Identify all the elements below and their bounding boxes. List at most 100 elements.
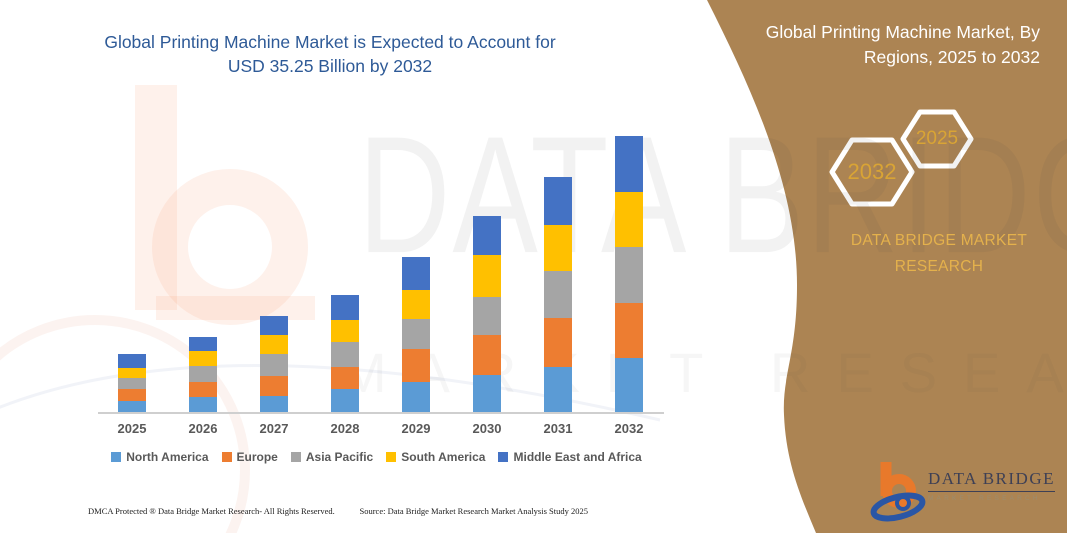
bar-2026: [189, 336, 217, 413]
bar-segment: [260, 376, 288, 396]
chart-legend: North America Europe Asia Pacific South Ame…: [78, 450, 675, 464]
legend-label: Europe: [236, 450, 278, 464]
bar-segment: [402, 289, 430, 319]
legend-swatch-icon: [290, 452, 301, 462]
legend-swatch-icon: [498, 452, 509, 462]
brown-panel-shape: [707, 0, 1067, 533]
hexagon-2025-outline: [900, 109, 974, 169]
bar-segment: [260, 354, 288, 377]
x-axis-label-2030: 2030: [472, 421, 502, 436]
legend-label: North America: [126, 450, 209, 464]
logo-text-block: DATA BRIDGE MARKET RESEARCH: [927, 469, 1055, 502]
bar-segment: [331, 295, 359, 320]
bar-segment: [615, 246, 643, 304]
bar-segment: [402, 382, 430, 413]
bar-segment: [544, 224, 572, 271]
bar-segment: [402, 256, 430, 290]
bar-segment: [615, 191, 643, 247]
x-axis-line: [98, 412, 664, 414]
right-panel-title-line1: Global Printing Machine Market, By: [765, 22, 1040, 42]
bar-segment: [260, 316, 288, 335]
bar-segment: [331, 366, 359, 389]
bar-segment: [118, 378, 146, 390]
bar-segment: [544, 270, 572, 319]
bar-segment: [402, 318, 430, 349]
right-panel-title: Global Printing Machine Market, By Regio…: [740, 20, 1040, 70]
bar-segment: [615, 303, 643, 359]
bar-segment: [189, 381, 217, 398]
footer-source-text: Source: Data Bridge Market Research Mark…: [359, 506, 588, 516]
legend-label: Middle East and Africa: [513, 450, 642, 464]
chart-title-line1: Global Printing Machine Market is Expect…: [104, 32, 556, 52]
x-axis-label-2027: 2027: [259, 421, 289, 436]
hexagon-year-2032: 2032: [847, 159, 897, 184]
legend-item: North America: [111, 450, 209, 464]
bar-2030: [473, 216, 501, 413]
hexagon-2032-outline: [829, 137, 915, 207]
bar-segment: [331, 388, 359, 413]
x-axis-label-2032: 2032: [614, 421, 644, 436]
x-axis-label-2025: 2025: [117, 421, 147, 436]
bar-segment: [260, 395, 288, 413]
bar-segment: [260, 334, 288, 355]
bar-segment: [118, 368, 146, 379]
legend-item: Asia Pacific: [290, 450, 374, 464]
legend-item: Middle East and Africa: [498, 450, 642, 464]
bar-segment: [544, 176, 572, 225]
bar-2028: [331, 295, 359, 413]
legend-swatch-icon: [111, 452, 122, 462]
bar-segment: [189, 365, 217, 382]
logo-name-text: DATA BRIDGE: [927, 469, 1055, 492]
bar-segment: [331, 319, 359, 343]
chart-title: Global Printing Machine Market is Expect…: [70, 30, 590, 78]
logo-subtitle-text: MARKET RESEARCH: [927, 495, 1041, 502]
bar-segment: [615, 358, 643, 413]
bar-segment: [544, 318, 572, 367]
legend-label: Asia Pacific: [305, 450, 374, 464]
bar-segment: [544, 366, 572, 413]
x-axis-label-2026: 2026: [188, 421, 218, 436]
bar-segment: [189, 351, 217, 366]
brand-wordmark-line1: DATA BRIDGE MARKET: [850, 232, 1028, 249]
x-axis-label-2028: 2028: [330, 421, 360, 436]
legend-swatch-icon: [386, 452, 397, 462]
brand-wordmark-line2: RESEARCH: [894, 258, 984, 275]
data-bridge-logo: DATA BRIDGE MARKET RESEARCH: [870, 455, 1055, 515]
footer: DMCA Protected ® Data Bridge Market Rese…: [88, 506, 588, 516]
bar-2025: [118, 354, 146, 413]
bar-segment: [402, 348, 430, 383]
chart-title-line2: USD 35.25 Billion by 2032: [227, 56, 433, 76]
brand-wordmark: DATA BRIDGE MARKET RESEARCH: [815, 228, 1063, 280]
legend-label: South America: [401, 450, 486, 464]
bar-segment: [331, 342, 359, 367]
bar-segment: [473, 335, 501, 376]
bar-segment: [118, 389, 146, 402]
data-bridge-logo-icon: [870, 462, 926, 522]
bar-segment: [615, 136, 643, 192]
logo-icon-spacer: [870, 455, 920, 515]
bar-segment: [189, 336, 217, 352]
hexagon-year-2025: 2025: [915, 128, 959, 149]
bar-segment: [473, 375, 501, 413]
bar-2032: [615, 136, 643, 413]
bar-segment: [118, 401, 146, 413]
legend-item: South America: [386, 450, 485, 464]
x-axis-label-2029: 2029: [401, 421, 431, 436]
x-axis-label-2031: 2031: [543, 421, 573, 436]
right-panel-title-line2: Regions, 2025 to 2032: [863, 47, 1040, 67]
bar-segment: [473, 255, 501, 297]
legend-swatch-icon: [221, 452, 232, 462]
bar-2031: [544, 176, 572, 413]
bar-segment: [118, 354, 146, 369]
bar-segment: [473, 216, 501, 256]
bar-2027: [260, 316, 288, 413]
bar-2029: [402, 256, 430, 413]
bar-segment: [189, 397, 217, 413]
bar-segment: [473, 296, 501, 336]
footer-dmca-text: DMCA Protected ® Data Bridge Market Rese…: [88, 506, 335, 516]
legend-item: Europe: [221, 450, 278, 464]
